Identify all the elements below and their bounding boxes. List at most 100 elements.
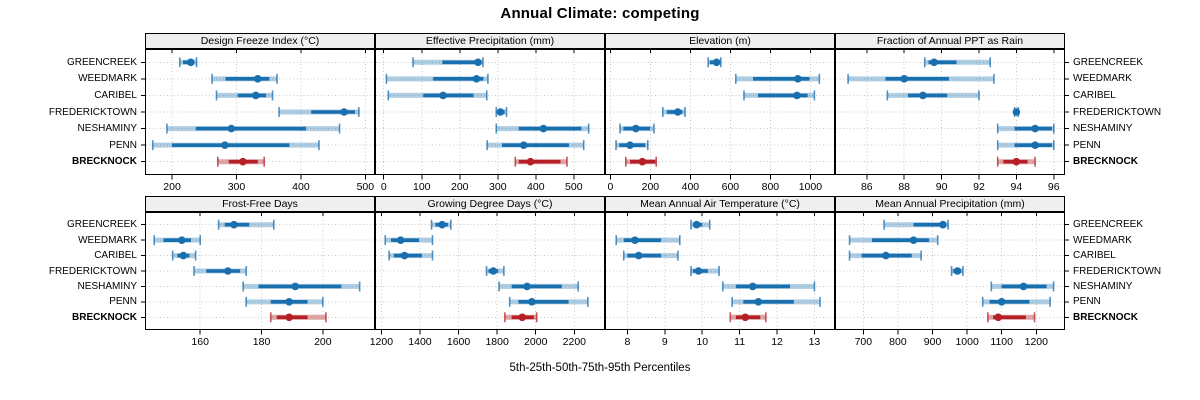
x-tick-label: 96	[1048, 181, 1060, 193]
strip-fraction-of-annual-ppt-as-rain: Fraction of Annual PPT as Rain	[835, 33, 1065, 49]
percentile-interval-brecknock	[996, 156, 1036, 167]
percentile-interval-weedmark	[848, 235, 939, 246]
x-tick-label: 1600	[447, 336, 471, 348]
x-tick-label: 13	[809, 336, 821, 348]
percentile-interval-brecknock	[624, 156, 658, 167]
percentile-interval-penn	[508, 296, 589, 307]
x-tick-label: 1000	[799, 181, 823, 193]
site-label-greencreek: GREENCREEK	[66, 219, 137, 231]
x-tick-label: 1400	[408, 336, 432, 348]
site-label-caribel: CARIBEL	[94, 250, 137, 262]
site-label-fredericktown: FREDERICKTOWN	[1073, 106, 1162, 118]
site-label-fredericktown: FREDERICKTOWN	[48, 106, 137, 118]
percentile-interval-caribel	[848, 250, 922, 261]
site-labels-left-row1: GREENCREEK WEEDMARK CARIBEL FREDERICKTOWN NE…	[0, 212, 141, 330]
percentile-interval-greencreek	[178, 57, 198, 68]
percentile-interval-neshaminy	[495, 123, 590, 134]
x-tick-label: 100	[413, 181, 431, 193]
x-tick-label: 2200	[563, 336, 587, 348]
panel-growing-degree-days-c: 1200 1400 1600 1800 2000 2200	[370, 212, 605, 348]
x-tick-label: 2000	[524, 336, 548, 348]
x-tick-label: 86	[861, 181, 873, 193]
x-tick-label: 200	[314, 336, 332, 348]
percentile-interval-fredericktown	[1012, 107, 1021, 117]
panel-frost-free-days: 160 180 200	[141, 212, 375, 348]
site-label-neshaminy: NESHAMINY	[77, 123, 137, 135]
percentile-interval-brecknock	[217, 156, 265, 167]
site-label-penn: PENN	[109, 139, 137, 151]
site-label-penn: PENN	[109, 296, 137, 308]
site-label-neshaminy: NESHAMINY	[1073, 280, 1133, 292]
percentile-interval-neshaminy	[990, 281, 1055, 292]
site-label-weedmark: WEEDMARK	[1073, 234, 1132, 246]
x-tick-label: 12	[771, 336, 783, 348]
percentile-interval-neshaminy	[242, 281, 361, 292]
percentile-interval-caribel	[388, 250, 434, 261]
percentile-interval-neshaminy	[996, 123, 1055, 134]
percentile-interval-fredericktown	[690, 266, 720, 276]
site-labels-right-row0: GREENCREEK WEEDMARK CARIBEL FREDERICKTOWN NE…	[1069, 49, 1200, 175]
percentile-interval-weedmark	[153, 235, 202, 246]
percentile-interval-weedmark	[384, 235, 434, 246]
percentile-interval-caribel	[387, 90, 488, 101]
panel-band-bottom: GREENCREEK WEEDMARK CARIBEL FREDERICKTOWN NE…	[0, 196, 1200, 352]
strip-growing-degree-days-c: Growing Degree Days (°C)	[375, 196, 605, 212]
x-tick-label: 900	[924, 336, 942, 348]
x-tick-label: 94	[1011, 181, 1023, 193]
percentile-interval-brecknock	[514, 156, 568, 167]
x-tick-label: 0	[607, 181, 613, 193]
x-tick-label: 1200	[1025, 336, 1049, 348]
panel-design-freeze-index-c: 200 300 400 500	[141, 49, 375, 193]
x-tick-label: 400	[682, 181, 700, 193]
percentile-interval-greencreek	[217, 219, 275, 230]
percentile-interval-caribel	[886, 90, 980, 101]
x-tick-label: 200	[163, 181, 181, 193]
panel-elevation-m: 0 200 400 600 800 1000	[605, 49, 835, 193]
x-tick-label: 1000	[955, 336, 979, 348]
percentile-interval-weedmark	[615, 235, 681, 246]
strip-mean-annual-air-temperature-c: Mean Annual Air Temperature (°C)	[605, 196, 835, 212]
chart-title: Annual Climate: competing	[500, 5, 700, 22]
x-tick-label: 160	[191, 336, 209, 348]
site-label-brecknock: BRECKNOCK	[72, 156, 137, 168]
x-tick-label: 180	[253, 336, 271, 348]
site-label-penn: PENN	[1073, 296, 1101, 308]
strip-design-freeze-index-c: Design Freeze Index (°C)	[145, 33, 375, 49]
site-label-weedmark: WEEDMARK	[1073, 73, 1132, 85]
site-label-brecknock: BRECKNOCK	[1073, 156, 1138, 168]
x-tick-label: 1200	[370, 336, 394, 348]
x-tick-label: 200	[451, 181, 469, 193]
x-tick-label: 500	[565, 181, 583, 193]
x-tick-label: 400	[292, 181, 310, 193]
x-tick-label: 10	[696, 336, 708, 348]
x-tick-label: 800	[889, 336, 907, 348]
site-label-greencreek: GREENCREEK	[1073, 219, 1144, 231]
percentile-interval-fredericktown	[661, 107, 686, 117]
x-tick-label: 88	[898, 181, 910, 193]
percentile-interval-weedmark	[735, 73, 821, 84]
percentile-interval-brecknock	[987, 312, 1036, 323]
percentile-interval-penn	[996, 140, 1055, 151]
percentile-interval-greencreek	[412, 57, 484, 68]
site-label-penn: PENN	[1073, 139, 1101, 151]
percentile-interval-penn	[151, 140, 320, 151]
percentile-interval-greencreek	[923, 57, 992, 68]
x-tick-label: 1100	[990, 336, 1013, 348]
x-tick-label: 600	[722, 181, 740, 193]
panel-effective-precipitation-mm: 0 100 200 300 400 500	[375, 49, 605, 193]
site-label-brecknock: BRECKNOCK	[72, 311, 137, 323]
x-tick-label: 90	[936, 181, 948, 193]
percentile-interval-fredericktown	[278, 107, 360, 117]
percentile-interval-fredericktown	[193, 266, 247, 276]
percentile-interval-fredericktown	[495, 107, 508, 117]
panel-band-top: GREENCREEK WEEDMARK CARIBEL FREDERICKTOWN NE…	[0, 33, 1200, 197]
percentile-interval-weedmark	[847, 73, 995, 84]
x-tick-label: 0	[381, 181, 387, 193]
strip-frost-free-days: Frost-Free Days	[145, 196, 375, 212]
percentile-interval-weedmark	[385, 73, 489, 84]
site-label-neshaminy: NESHAMINY	[77, 280, 137, 292]
percentile-interval-penn	[731, 296, 821, 307]
percentile-interval-brecknock	[504, 312, 538, 323]
site-label-weedmark: WEEDMARK	[78, 73, 137, 85]
